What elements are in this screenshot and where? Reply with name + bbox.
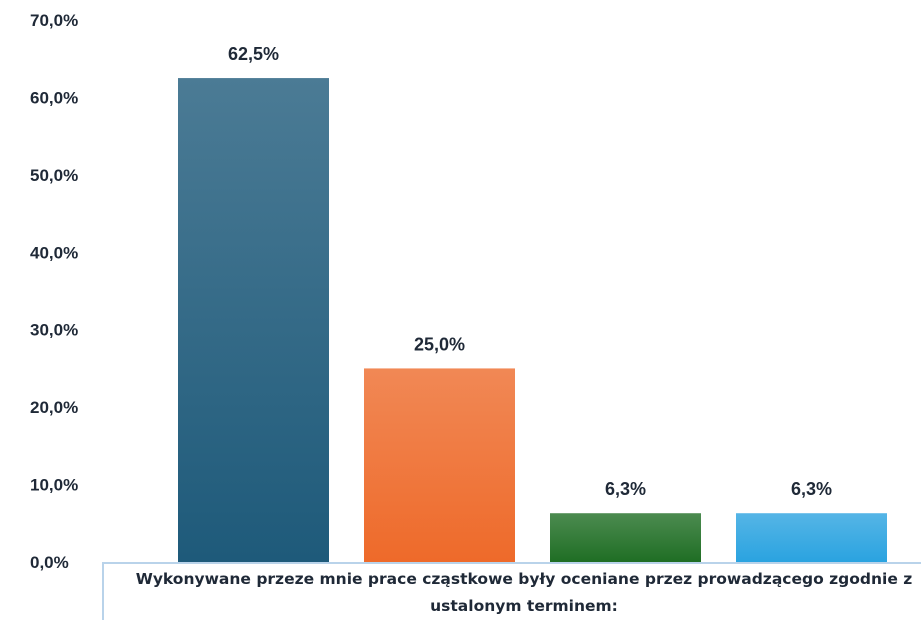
- y-axis-ticks: 0,0% 10,0% 20,0% 30,0% 40,0% 50,0% 60,0% 70,0%: [30, 11, 78, 572]
- data-labels: 62,5% 25,0% 6,3% 6,3%: [228, 44, 832, 499]
- bar: [364, 368, 515, 562]
- x-axis-bracket: [102, 562, 921, 620]
- y-tick-label: 60,0%: [30, 88, 78, 107]
- y-tick-label: 40,0%: [30, 243, 78, 262]
- bar-data-label: 6,3%: [605, 479, 646, 499]
- bar-data-label: 6,3%: [791, 479, 832, 499]
- bar-data-label: 25,0%: [414, 334, 465, 354]
- category-label: Wykonywane przeze mnie prace cząstkowe b…: [135, 570, 913, 615]
- bars: [178, 78, 887, 563]
- bar: [550, 513, 701, 562]
- y-tick-label: 20,0%: [30, 398, 78, 417]
- y-tick-label: 50,0%: [30, 166, 78, 185]
- bar-data-label: 62,5%: [228, 44, 279, 64]
- bar: [736, 513, 887, 562]
- y-tick-label: 70,0%: [30, 11, 78, 30]
- bar: [178, 78, 329, 563]
- y-tick-label: 0,0%: [30, 553, 69, 572]
- y-tick-label: 10,0%: [30, 476, 78, 495]
- y-tick-label: 30,0%: [30, 321, 78, 340]
